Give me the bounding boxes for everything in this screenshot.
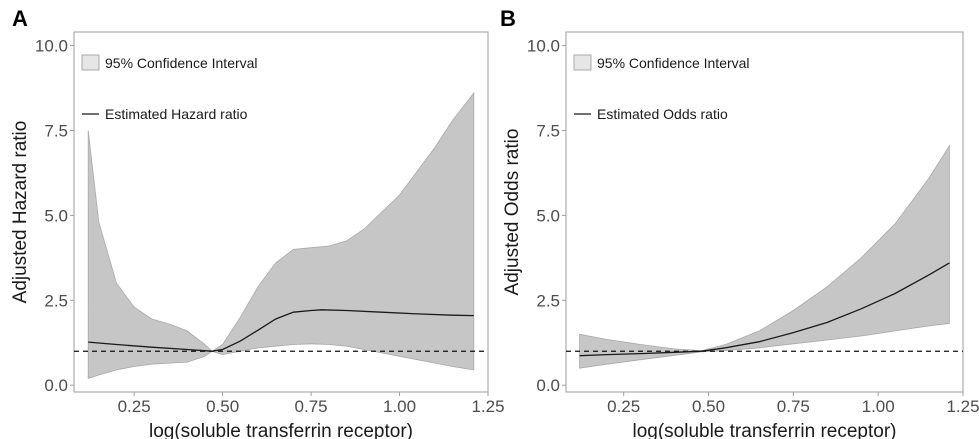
- legend-line-label: Estimated Odds ratio: [597, 106, 728, 122]
- x-tick-label: 1.25: [946, 397, 979, 416]
- x-tick-label: 0.25: [607, 397, 640, 416]
- legend-band-swatch: [573, 54, 592, 71]
- legend: 95% Confidence Interval Estimated Hazard …: [81, 54, 258, 122]
- chart-panel-a: 0.0 2.5 5.0 7.5 10.0 0.25 0.50 0.75 1.00 1.25 log(…: [10, 6, 505, 439]
- y-axis-label: Adjusted Odds ratio: [502, 129, 523, 296]
- panel-label: B: [500, 6, 516, 31]
- y-tick-label: 2.5: [536, 291, 560, 310]
- legend-band-label: 95% Confidence Interval: [105, 55, 258, 71]
- x-tick-label: 0.50: [692, 397, 725, 416]
- y-tick-label: 5.0: [536, 206, 560, 225]
- y-axis-label: Adjusted Hazard ratio: [10, 121, 31, 304]
- y-tick-label: 2.5: [44, 291, 68, 310]
- x-tick-label: 1.00: [862, 397, 895, 416]
- x-axis-label: log(soluble transferrin receptor): [632, 421, 896, 439]
- y-tick-label: 7.5: [536, 121, 560, 140]
- x-tick-label: 0.50: [206, 397, 239, 416]
- x-axis-label: log(soluble transferrin receptor): [149, 421, 413, 439]
- legend: 95% Confidence Interval Estimated Odds ra…: [573, 54, 750, 122]
- y-tick-label: 10.0: [35, 37, 68, 56]
- y-tick-label: 0.0: [44, 376, 68, 395]
- chart-panel-b: 0.0 2.5 5.0 7.5 10.0 0.25 0.50 0.75 1.00 1.25 log(…: [500, 6, 979, 439]
- confidence-band: [579, 144, 950, 369]
- y-tick-label: 7.5: [44, 121, 68, 140]
- y-tick-label: 0.0: [536, 376, 560, 395]
- legend-band-label: 95% Confidence Interval: [597, 55, 750, 71]
- estimate-line: [88, 309, 474, 352]
- x-tick-label: 0.75: [295, 397, 328, 416]
- legend-line-label: Estimated Hazard ratio: [105, 106, 248, 122]
- x-tick-label: 1.25: [471, 397, 504, 416]
- panel-label: A: [12, 6, 28, 31]
- estimate-line: [579, 262, 950, 357]
- x-tick-label: 0.25: [118, 397, 151, 416]
- legend-band-swatch: [81, 54, 100, 71]
- x-tick-label: 0.75: [777, 397, 810, 416]
- y-tick-label: 5.0: [44, 206, 68, 225]
- y-tick-label: 10.0: [527, 37, 560, 56]
- x-tick-label: 1.00: [383, 397, 416, 416]
